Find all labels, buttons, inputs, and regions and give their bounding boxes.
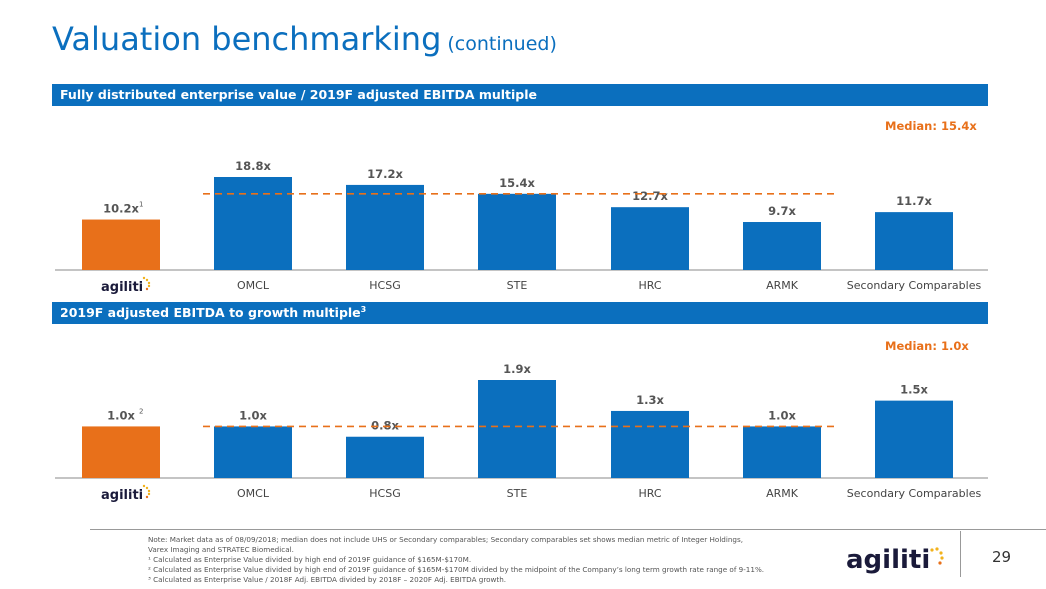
tick-label: OMCL <box>237 279 270 292</box>
note-line: Varex Imaging and STRATEC Biomedical. <box>148 545 294 554</box>
logo-dots-icon <box>930 547 944 565</box>
footer-divider <box>90 529 1046 530</box>
tick-label: HCSG <box>369 279 400 292</box>
logo-dot <box>145 287 149 291</box>
tick-label-agiliti-logo: agiliti <box>101 276 151 295</box>
title-subtitle: (continued) <box>447 33 557 55</box>
data-label: 1.5x <box>900 383 928 397</box>
tick-label: ARMK <box>766 487 799 500</box>
data-label: 9.7x <box>768 204 796 218</box>
data-label: 1.0x <box>768 408 796 422</box>
tick-label: ARMK <box>766 279 799 292</box>
tick-label: HCSG <box>369 487 400 500</box>
title-text: Valuation benchmarking <box>52 20 442 58</box>
note-line: ² Calculated as Enterprise Value divided… <box>148 565 765 574</box>
logo-dot <box>147 492 151 496</box>
data-label: 15.4x <box>499 176 535 190</box>
tick-label: STE <box>507 279 528 292</box>
logo-dot <box>145 486 149 490</box>
data-label: 17.2x <box>367 167 403 181</box>
chart2-median-label: Median: 1.0x <box>885 339 969 353</box>
agiliti-logo-text: agiliti <box>846 545 931 575</box>
footer-vertical-divider <box>960 531 961 577</box>
tick-label: HRC <box>638 487 661 500</box>
chart2-title-sup: 3 <box>360 304 367 314</box>
data-label: 1.0x <box>107 408 135 422</box>
chart1-title: Fully distributed enterprise value / 201… <box>60 87 538 102</box>
bar-ste <box>478 380 556 478</box>
footnotes: Note: Market data as of 08/09/2018; medi… <box>148 535 948 585</box>
tick-label: agiliti <box>101 488 143 503</box>
logo-dot <box>142 276 146 280</box>
chart2-header: 2019F adjusted EBITDA to growth multiple… <box>52 302 988 324</box>
note-line: Note: Market data as of 08/09/2018; medi… <box>148 535 744 544</box>
footnote-mark: 1 <box>139 201 143 209</box>
bar-omcl <box>214 426 292 478</box>
logo-dot <box>142 484 146 488</box>
data-label: 1.3x <box>636 393 664 407</box>
logo-dot <box>147 284 151 288</box>
data-label: 10.2x <box>103 202 139 216</box>
data-label: 1.9x <box>503 362 531 376</box>
data-label: 11.7x <box>896 194 932 208</box>
bar-hrc <box>611 207 689 270</box>
logo-dot <box>147 489 151 493</box>
note-line: ³ Calculated as Enterprise Value / 2018F… <box>148 575 507 584</box>
bar-armk <box>743 222 821 270</box>
tick-label: STE <box>507 487 528 500</box>
data-label: 12.7x <box>632 189 668 203</box>
logo-dot <box>147 281 151 285</box>
chart1-header: Fully distributed enterprise value / 201… <box>52 84 988 106</box>
bar-agiliti <box>82 426 160 478</box>
chart1-plot: 10.2x 1 agiliti 18.8x OMCL 17.2x HCSG 15.4x STE 1… <box>55 159 988 295</box>
tick-label: agiliti <box>101 280 143 295</box>
tick-label: OMCL <box>237 487 270 500</box>
bar-secondary-comparables <box>875 400 953 478</box>
bar-ste <box>478 193 556 270</box>
tick-label: Secondary Comparables <box>847 487 982 500</box>
tick-label: Secondary Comparables <box>847 279 982 292</box>
page-title: Valuation benchmarking (continued) <box>52 20 557 58</box>
chart1-median-label: Median: 15.4x <box>885 119 977 133</box>
data-label: 18.8x <box>235 159 271 173</box>
data-label: 1.0x <box>239 408 267 422</box>
tick-label: HRC <box>638 279 661 292</box>
bar-hrc <box>611 410 689 478</box>
agiliti-logo: agiliti <box>846 545 944 575</box>
chart2-title: 2019F adjusted EBITDA to growth multiple <box>60 305 361 320</box>
bar-hcsg <box>346 184 424 270</box>
bar-secondary-comparables <box>875 212 953 270</box>
logo-dot <box>145 495 149 499</box>
page-number: 29 <box>992 548 1012 566</box>
bar-hcsg <box>346 436 424 478</box>
note-line: ¹ Calculated as Enterprise Value divided… <box>148 555 472 564</box>
footnote-mark: 2 <box>139 407 143 415</box>
bar-armk <box>743 426 821 478</box>
logo-dot <box>145 278 149 282</box>
bar-agiliti <box>82 219 160 270</box>
tick-label-agiliti-logo: agiliti <box>101 484 151 503</box>
bar-omcl <box>214 177 292 270</box>
